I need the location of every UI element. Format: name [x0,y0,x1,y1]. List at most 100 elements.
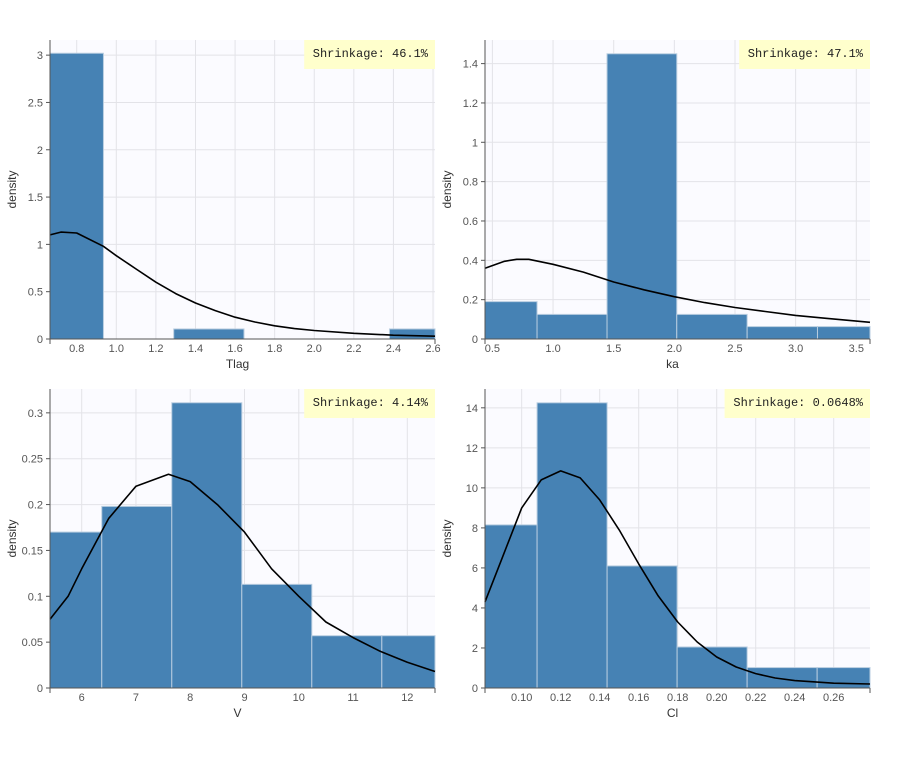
shrinkage-box [739,40,870,69]
y-tick-label: 2 [37,145,43,157]
y-tick-label: 14 [466,403,478,415]
y-tick-label: 1.4 [463,59,478,71]
panel-cl: 0.10 0.12 0.14 0.16 0.18 0.20 0.22 0.24 0.26 0 2 4 6… [440,389,871,720]
histogram-bar [484,524,538,689]
shrinkage-label: Shrinkage: 4.14% [313,396,429,410]
y-tick-label: 1.5 [28,192,43,204]
y-tick-label: 1.2 [463,98,478,110]
y-tick-label: 0.4 [463,255,478,267]
x-tick-label: 9 [241,692,247,704]
x-tick-label: 0.24 [784,692,805,704]
y-tick-label: 1 [37,239,43,251]
x-tick-label: 11 [347,692,358,704]
y-axis-label: density [440,519,454,557]
x-tick-label: 1.0 [545,343,560,355]
x-axis-label: V [233,706,241,720]
histogram-bar [171,402,243,689]
x-tick-label: 2.6 [425,343,440,355]
plot-background [485,40,870,339]
x-tick-label: 0.10 [511,692,532,704]
histogram-bar [311,635,383,689]
histogram-bar [101,505,173,689]
x-tick-label: 0.26 [823,692,844,704]
y-tick-label: 0.3 [28,408,43,420]
y-tick-label: 12 [466,443,478,455]
histogram-bar [816,326,871,340]
x-axis-label: ka [666,357,679,371]
x-tick-label: 7 [133,692,139,704]
x-tick-label: 2.0 [667,343,682,355]
shrinkage-label: Shrinkage: 47.1% [748,47,864,61]
x-tick-label: 10 [293,692,305,704]
x-tick-label: 0.12 [550,692,571,704]
histogram-bar [484,301,538,340]
histogram-bar [606,53,678,340]
shrinkage-box [304,40,435,69]
y-axis-label: density [5,170,19,208]
histogram-bar [173,328,245,340]
y-tick-label: 0.6 [463,216,478,228]
y-tick-label: 8 [472,523,478,535]
y-tick-label: 1 [472,137,478,149]
x-tick-label: 3.0 [788,343,803,355]
density-curve [49,473,436,673]
y-tick-label: 0 [37,683,43,695]
x-tick-label: 0.20 [706,692,727,704]
panel-v: 6 7 8 9 10 11 12 0 0.05 0.1 0.15 0.2 0.25 0.3 Vdensity… [5,389,436,720]
x-tick-label: 0.18 [667,692,688,704]
histogram-bar [49,52,104,340]
plot-background [50,40,435,339]
x-tick-label: 1.5 [606,343,621,355]
shrinkage-box [724,389,870,418]
x-tick-label: 1.6 [227,343,242,355]
density-curve [484,470,871,685]
density-curve [49,231,436,337]
y-tick-label: 0 [37,334,43,346]
y-tick-label: 0.15 [22,545,43,557]
x-tick-label: 0.14 [589,692,610,704]
x-axis-label: Tlag [226,357,249,371]
x-tick-label: 2.5 [727,343,742,355]
x-tick-label: 0.22 [745,692,766,704]
x-axis-label: Cl [667,706,678,720]
x-tick-label: 1.4 [188,343,203,355]
y-tick-label: 0 [472,334,478,346]
histogram-bar [388,328,436,340]
y-tick-label: 2 [472,643,478,655]
y-tick-label: 0.25 [22,454,43,466]
y-axis-label: density [440,170,454,208]
histogram-bar [241,583,313,689]
x-tick-label: 2.4 [386,343,401,355]
x-tick-label: 2.2 [346,343,361,355]
x-tick-label: 1.0 [109,343,124,355]
x-tick-label: 0.8 [69,343,84,355]
y-tick-label: 0.2 [463,295,478,307]
x-tick-label: 0.5 [485,343,500,355]
x-tick-label: 3.5 [849,343,864,355]
y-tick-label: 4 [472,603,478,615]
x-tick-label: 0.16 [628,692,649,704]
histogram-bar [536,313,608,340]
y-tick-label: 10 [466,483,478,495]
histogram-bar [536,402,608,689]
x-tick-label: 2.0 [307,343,322,355]
density-curve [484,258,871,324]
y-tick-label: 0.05 [22,637,43,649]
x-tick-label: 12 [401,692,413,704]
y-tick-label: 2.5 [28,97,43,109]
y-tick-label: 0.5 [28,287,43,299]
panel-ka: 0.5 1.0 1.5 2.0 2.5 3.0 3.5 0 0.2 0.4 0.6 0.8 1 1.2 1.… [440,40,871,371]
y-tick-label: 0.8 [463,177,478,189]
x-tick-label: 8 [187,692,193,704]
histogram-bar [606,565,678,689]
histogram-bar [746,667,818,689]
y-tick-label: 0.2 [28,500,43,512]
y-tick-label: 0 [472,683,478,695]
histogram-bar [676,313,748,340]
shrinkage-label: Shrinkage: 46.1% [313,47,429,61]
histogram-bar [816,667,871,689]
x-tick-label: 1.8 [267,343,282,355]
y-tick-label: 0.1 [28,591,43,603]
panel-tlag: 0.8 1.0 1.2 1.4 1.6 1.8 2.0 2.2 2.4 2.6 0 0.5 1 1.5 2 2… [5,40,441,371]
